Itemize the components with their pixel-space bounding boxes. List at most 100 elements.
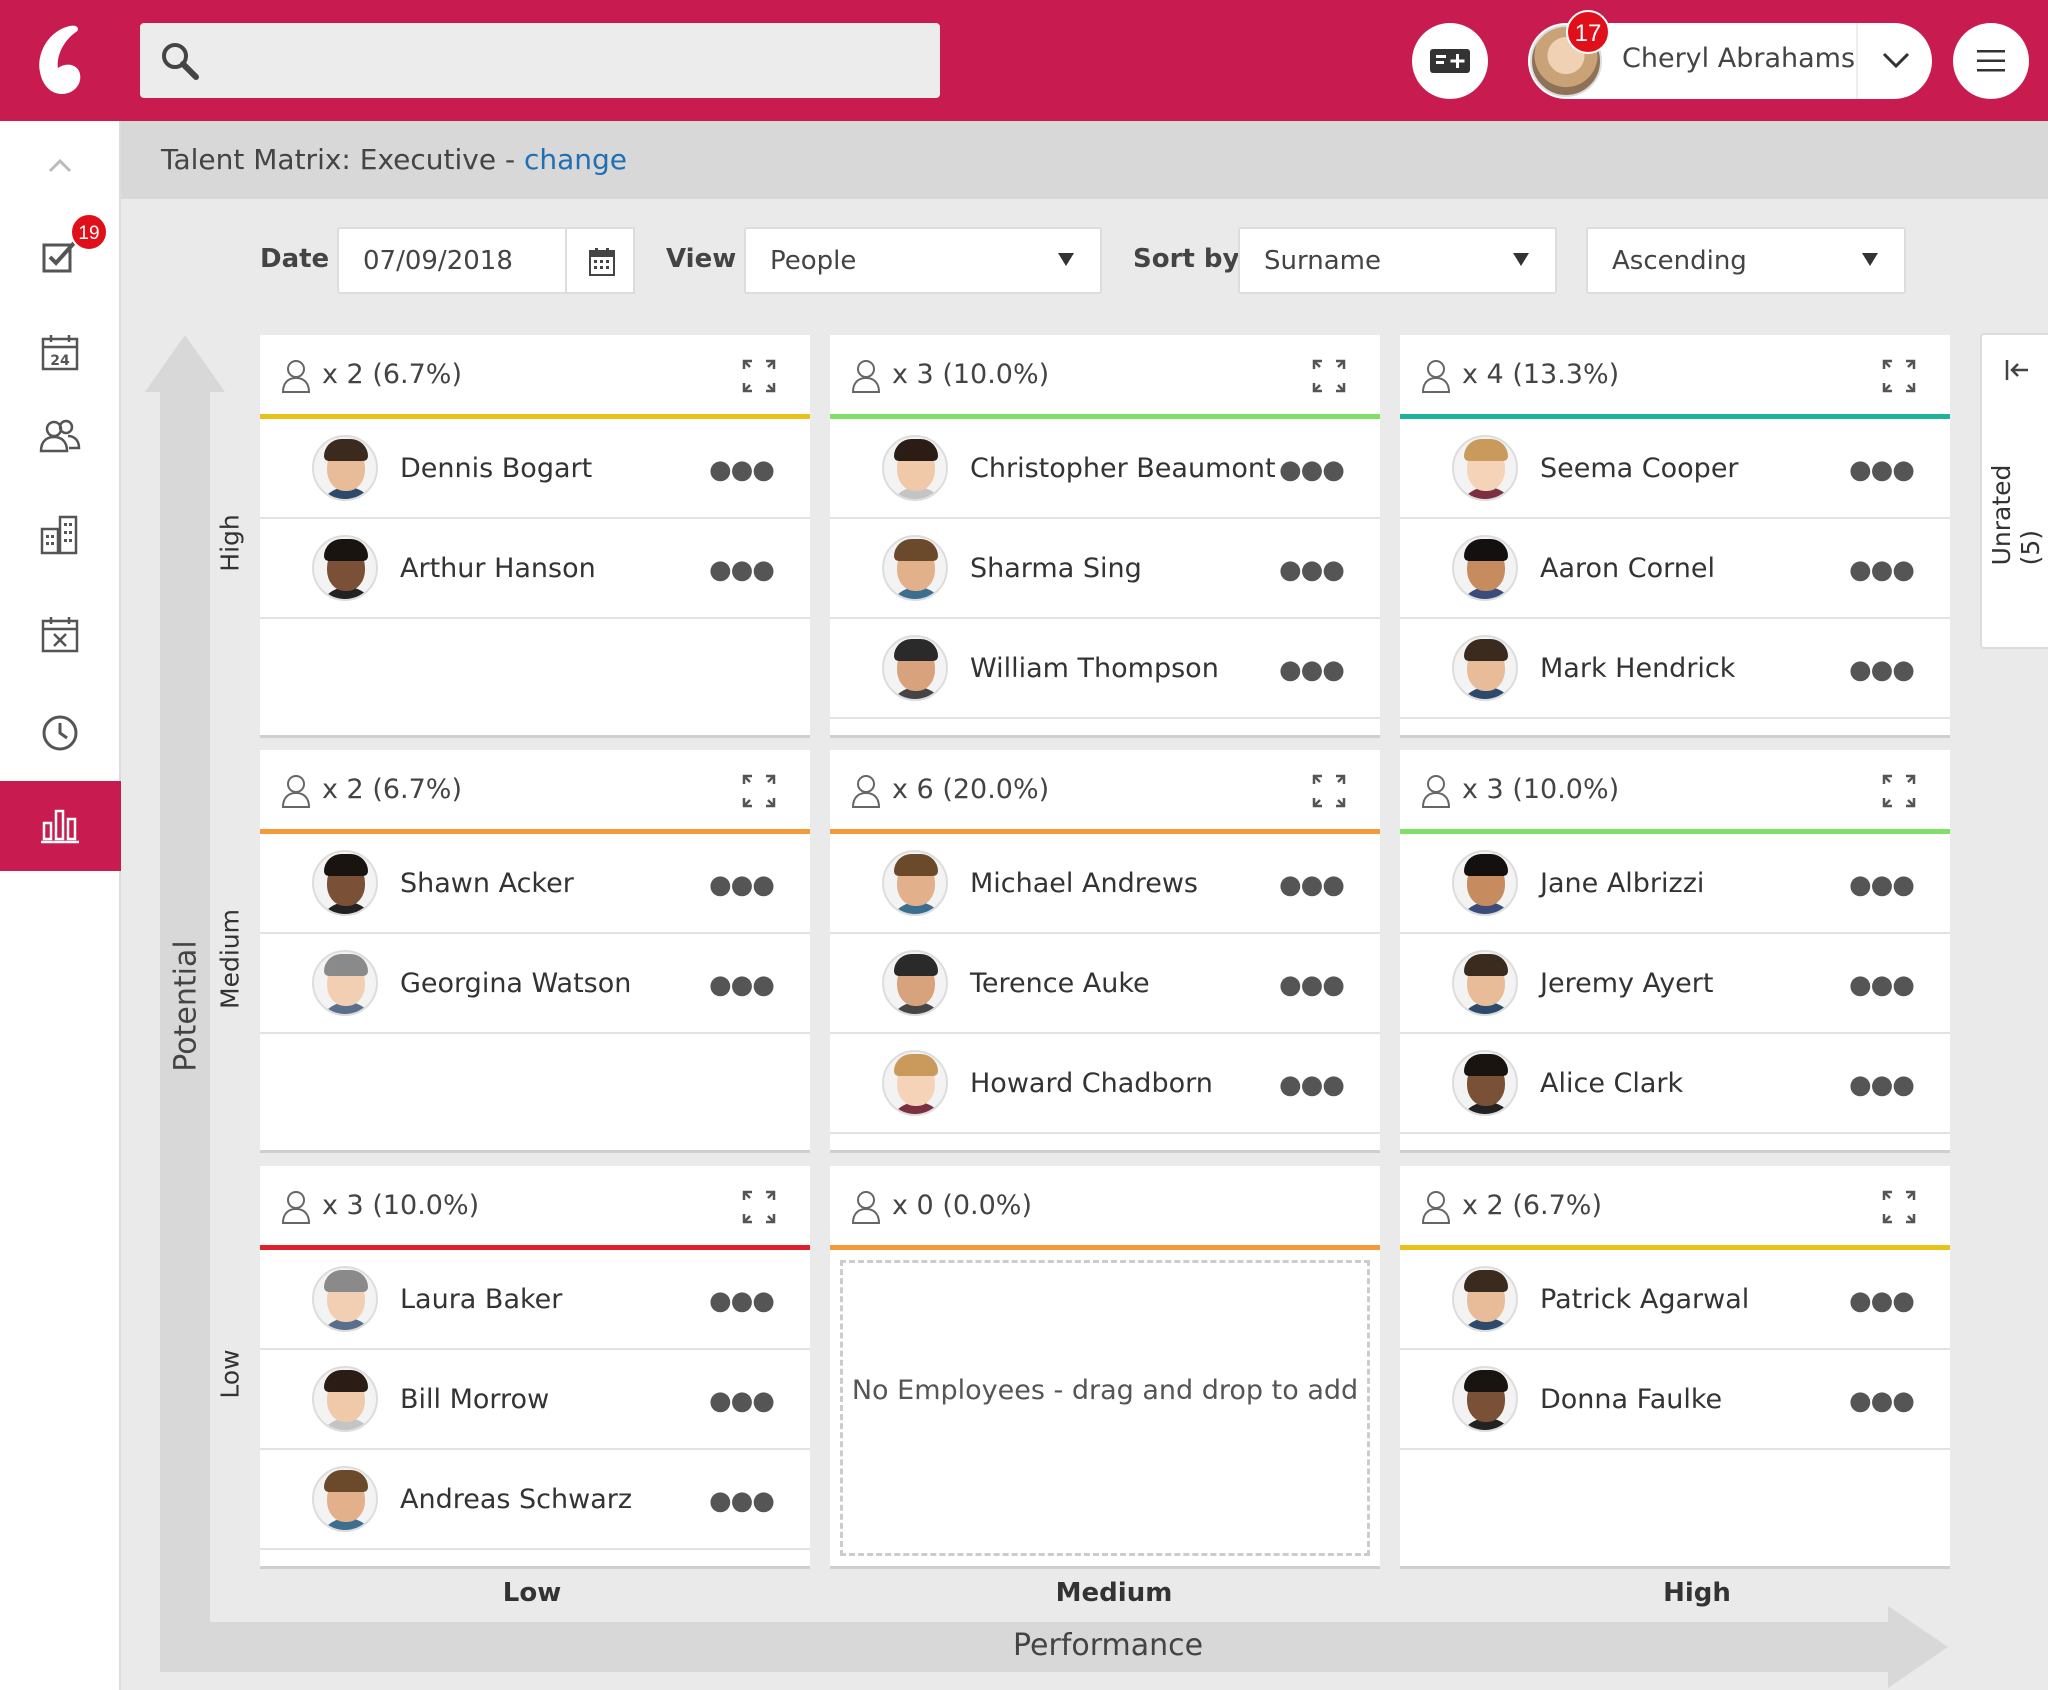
date-input[interactable]: 07/09/2018: [337, 227, 567, 294]
expand-icon[interactable]: [1312, 774, 1346, 808]
more-options-icon[interactable]: ●●●: [708, 1486, 775, 1516]
expand-icon[interactable]: [1312, 359, 1346, 393]
employee-card[interactable]: Georgina Watson ●●●: [260, 934, 810, 1034]
employee-name[interactable]: Arthur Hanson: [400, 553, 596, 584]
more-options-icon[interactable]: ●●●: [1848, 870, 1915, 900]
employee-name[interactable]: Sharma Sing: [970, 553, 1142, 584]
view-select[interactable]: People: [744, 227, 1102, 294]
sidebar-item-people[interactable]: [0, 393, 121, 483]
more-options-icon[interactable]: ●●●: [708, 870, 775, 900]
employee-name[interactable]: William Thompson: [970, 653, 1219, 684]
employee-name[interactable]: Donna Faulke: [1540, 1384, 1723, 1415]
employee-name[interactable]: Jane Albrizzi: [1540, 868, 1705, 899]
order-select[interactable]: Ascending: [1586, 227, 1906, 294]
sidebar-item-reports[interactable]: [0, 781, 121, 871]
more-options-icon[interactable]: ●●●: [708, 1286, 775, 1316]
more-options-icon[interactable]: ●●●: [1848, 555, 1915, 585]
sidebar-item-calendar[interactable]: 24: [0, 309, 121, 399]
employee-card[interactable]: Alice Clark ●●●: [1400, 1034, 1950, 1134]
user-menu-toggle[interactable]: [1856, 23, 1932, 99]
matrix-cell[interactable]: x 2 (6.7%) Patrick Agarwal ●●● Donna Faulke…: [1400, 1166, 1950, 1566]
employee-card[interactable]: Patrick Agarwal ●●●: [1400, 1250, 1950, 1350]
employee-name[interactable]: Aaron Cornel: [1540, 553, 1715, 584]
matrix-cell[interactable]: x 3 (10.0%) Christopher Beaumont ●●● Sharma…: [830, 335, 1380, 735]
unrated-panel-tab[interactable]: Unrated (5): [1980, 333, 2048, 649]
more-options-icon[interactable]: ●●●: [708, 970, 775, 1000]
employee-card[interactable]: Arthur Hanson ●●●: [260, 519, 810, 619]
date-picker-button[interactable]: [565, 227, 635, 294]
expand-icon[interactable]: [1882, 1190, 1916, 1224]
sidebar-item-organisation[interactable]: [0, 491, 121, 581]
employee-card[interactable]: William Thompson ●●●: [830, 619, 1380, 719]
employee-card[interactable]: Michael Andrews ●●●: [830, 834, 1380, 934]
more-options-icon[interactable]: ●●●: [1278, 655, 1345, 685]
employee-card[interactable]: Jeremy Ayert ●●●: [1400, 934, 1950, 1034]
more-options-icon[interactable]: ●●●: [1278, 1070, 1345, 1100]
employee-card[interactable]: Dennis Bogart ●●●: [260, 419, 810, 519]
employee-card[interactable]: Christopher Beaumont ●●●: [830, 419, 1380, 519]
sidebar-item-time[interactable]: [0, 689, 121, 779]
expand-icon[interactable]: [742, 359, 776, 393]
user-menu[interactable]: Cheryl Abrahams: [1528, 23, 1932, 99]
employee-name[interactable]: Andreas Schwarz: [400, 1484, 633, 1515]
matrix-cell[interactable]: x 2 (6.7%) Dennis Bogart ●●● Arthur Hanson ●…: [260, 335, 810, 735]
employee-card[interactable]: Donna Faulke ●●●: [1400, 1350, 1950, 1450]
more-options-icon[interactable]: ●●●: [1278, 555, 1345, 585]
expand-icon[interactable]: [742, 774, 776, 808]
more-options-icon[interactable]: ●●●: [1848, 455, 1915, 485]
matrix-cell[interactable]: x 6 (20.0%) Michael Andrews ●●● Terence Auk…: [830, 750, 1380, 1150]
employee-card[interactable]: Mark Hendrick ●●●: [1400, 619, 1950, 719]
more-options-icon[interactable]: ●●●: [1278, 455, 1345, 485]
more-options-icon[interactable]: ●●●: [1848, 1070, 1915, 1100]
more-options-icon[interactable]: ●●●: [1848, 1386, 1915, 1416]
employee-name[interactable]: Michael Andrews: [970, 868, 1198, 899]
more-options-icon[interactable]: ●●●: [1848, 1286, 1915, 1316]
notification-badge[interactable]: 17: [1566, 10, 1610, 54]
employee-card[interactable]: Sharma Sing ●●●: [830, 519, 1380, 619]
expand-icon[interactable]: [1882, 774, 1916, 808]
more-options-icon[interactable]: ●●●: [708, 455, 775, 485]
employee-card[interactable]: Laura Baker ●●●: [260, 1250, 810, 1350]
sidebar-item-tasks[interactable]: [0, 213, 121, 303]
employee-name[interactable]: Jeremy Ayert: [1540, 968, 1714, 999]
more-options-icon[interactable]: ●●●: [708, 555, 775, 585]
employee-name[interactable]: Seema Cooper: [1540, 453, 1739, 484]
employee-name[interactable]: Alice Clark: [1540, 1068, 1684, 1099]
change-link[interactable]: change: [523, 143, 628, 176]
employee-card[interactable]: Shawn Acker ●●●: [260, 834, 810, 934]
employee-card[interactable]: Andreas Schwarz ●●●: [260, 1450, 810, 1550]
more-options-icon[interactable]: ●●●: [1278, 970, 1345, 1000]
sidebar-item-absence[interactable]: [0, 591, 121, 681]
employee-name[interactable]: Laura Baker: [400, 1284, 563, 1315]
employee-card[interactable]: Aaron Cornel ●●●: [1400, 519, 1950, 619]
employee-name[interactable]: Georgina Watson: [400, 968, 632, 999]
expand-icon[interactable]: [1882, 359, 1916, 393]
more-options-icon[interactable]: ●●●: [1848, 655, 1915, 685]
matrix-cell[interactable]: x 2 (6.7%) Shawn Acker ●●● Georgina Watson ●…: [260, 750, 810, 1150]
expand-icon[interactable]: [742, 1190, 776, 1224]
employee-name[interactable]: Bill Morrow: [400, 1384, 550, 1415]
employee-name[interactable]: Mark Hendrick: [1540, 653, 1736, 684]
more-options-icon[interactable]: ●●●: [1848, 970, 1915, 1000]
more-options-icon[interactable]: ●●●: [1278, 870, 1345, 900]
employee-card[interactable]: Howard Chadborn ●●●: [830, 1034, 1380, 1134]
employee-name[interactable]: Christopher Beaumont: [970, 453, 1276, 484]
sortby-select[interactable]: Surname: [1238, 227, 1557, 294]
add-card-button[interactable]: [1412, 23, 1488, 99]
search-bar[interactable]: [140, 23, 940, 98]
employee-name[interactable]: Dennis Bogart: [400, 453, 593, 484]
app-logo-icon[interactable]: [30, 22, 94, 102]
employee-card[interactable]: Terence Auke ●●●: [830, 934, 1380, 1034]
employee-name[interactable]: Terence Auke: [970, 968, 1150, 999]
employee-name[interactable]: Patrick Agarwal: [1540, 1284, 1750, 1315]
matrix-cell[interactable]: x 3 (10.0%) Jane Albrizzi ●●● Jeremy Ayert ●…: [1400, 750, 1950, 1150]
drop-zone[interactable]: No Employees - drag and drop to add: [840, 1260, 1370, 1556]
employee-card[interactable]: Jane Albrizzi ●●●: [1400, 834, 1950, 934]
matrix-cell[interactable]: x 3 (10.0%) Laura Baker ●●● Bill Morrow ●●● A…: [260, 1166, 810, 1566]
more-options-icon[interactable]: ●●●: [708, 1386, 775, 1416]
matrix-cell[interactable]: x 0 (0.0%) No Employees - drag and drop t…: [830, 1166, 1380, 1566]
employee-name[interactable]: Shawn Acker: [400, 868, 574, 899]
sidebar-collapse[interactable]: [0, 121, 121, 211]
employee-name[interactable]: Howard Chadborn: [970, 1068, 1213, 1099]
employee-card[interactable]: Bill Morrow ●●●: [260, 1350, 810, 1450]
